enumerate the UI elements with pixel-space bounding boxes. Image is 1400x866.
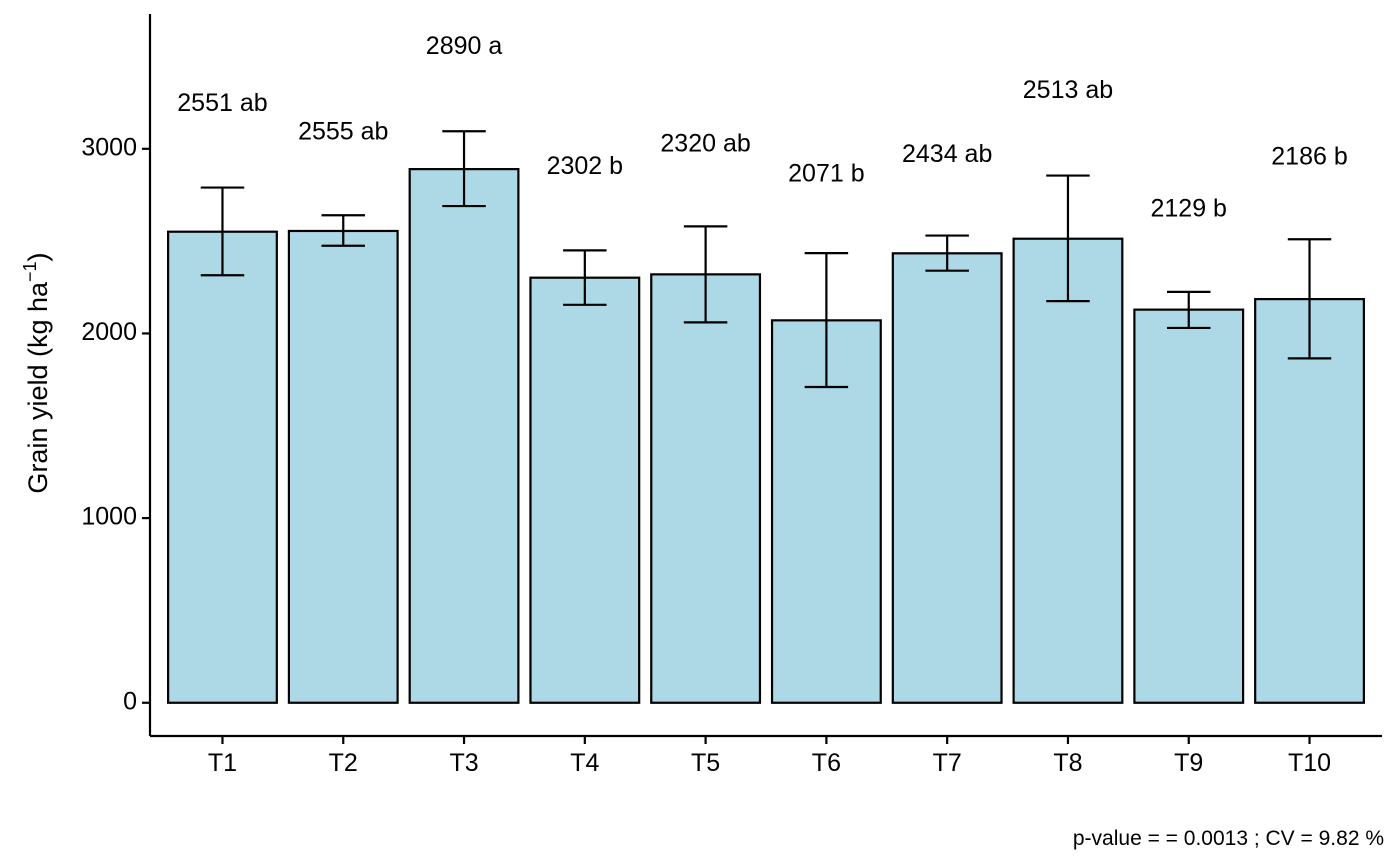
x-axis-ticks: T1 T2 T3 T4 T5 T6 T7 T8 T9 T10	[208, 736, 1331, 777]
bar-label-t10: 2186 b	[1271, 143, 1347, 171]
error-bar-t7	[925, 234, 969, 272]
x-tick-label-t4: T4	[570, 749, 599, 777]
bar-label-t9: 2129 b	[1151, 194, 1227, 222]
x-tick-label-t8: T8	[1053, 749, 1082, 777]
x-tick-label-t10: T10	[1288, 749, 1331, 777]
x-tick-label-t2: T2	[329, 749, 358, 777]
bar-t9	[1133, 308, 1245, 704]
error-bar-t4	[563, 249, 607, 306]
bar-t1	[167, 230, 278, 704]
error-bar-t2	[321, 214, 365, 247]
y-tick-label: 1000	[81, 503, 137, 531]
bar-label-t8: 2513 ab	[1023, 76, 1113, 104]
error-bar-t3	[442, 130, 486, 208]
y-axis-ticks: 0 1000 2000 3000	[81, 133, 150, 715]
bar-t10	[1254, 298, 1365, 704]
bar-label-t3: 2890 a	[426, 32, 503, 60]
x-tick-label-t3: T3	[449, 749, 478, 777]
bar-t8	[1012, 237, 1124, 704]
bar-label-t2: 2555 ab	[298, 118, 388, 146]
error-bars	[200, 130, 1332, 389]
caption: p-value = = 0.0013 ; CV = 9.82 %	[1073, 827, 1384, 850]
bar-label-t5: 2320 ab	[660, 130, 750, 158]
error-bar-t9	[1167, 290, 1211, 330]
error-bar-t1	[200, 186, 245, 277]
y-tick-label: 3000	[81, 133, 137, 161]
bar-label-t6: 2071 b	[788, 159, 864, 187]
bars	[167, 168, 1365, 704]
bar-t2	[287, 229, 399, 704]
error-bar-t8	[1046, 174, 1090, 303]
bar-t7	[891, 252, 1003, 704]
x-tick-label-t7: T7	[933, 749, 962, 777]
y-axis-title: Grain yield (kg ha−1)	[20, 252, 53, 493]
bar-t5	[650, 273, 762, 704]
error-bar-t10	[1287, 238, 1332, 360]
bar-value-labels: 2551 ab 2555 ab 2890 a 2302 b 2320 ab 2071 b 2…	[177, 32, 1347, 222]
y-axis-title-superscript: −1	[20, 261, 40, 282]
x-tick-label-t1: T1	[208, 749, 237, 777]
x-tick-label-t5: T5	[691, 749, 720, 777]
y-tick-label: 0	[123, 687, 137, 715]
error-bar-t5	[683, 225, 728, 324]
bar-t3	[408, 168, 520, 704]
bar-t4	[529, 276, 641, 704]
bar-label-t7: 2434 ab	[902, 140, 992, 168]
bar-label-t4: 2302 b	[547, 152, 623, 180]
error-bar-t6	[804, 252, 849, 389]
y-tick-label: 2000	[81, 318, 137, 346]
bar-label-t1: 2551 ab	[177, 89, 267, 117]
x-tick-label-t6: T6	[812, 749, 841, 777]
x-tick-label-t9: T9	[1174, 749, 1203, 777]
